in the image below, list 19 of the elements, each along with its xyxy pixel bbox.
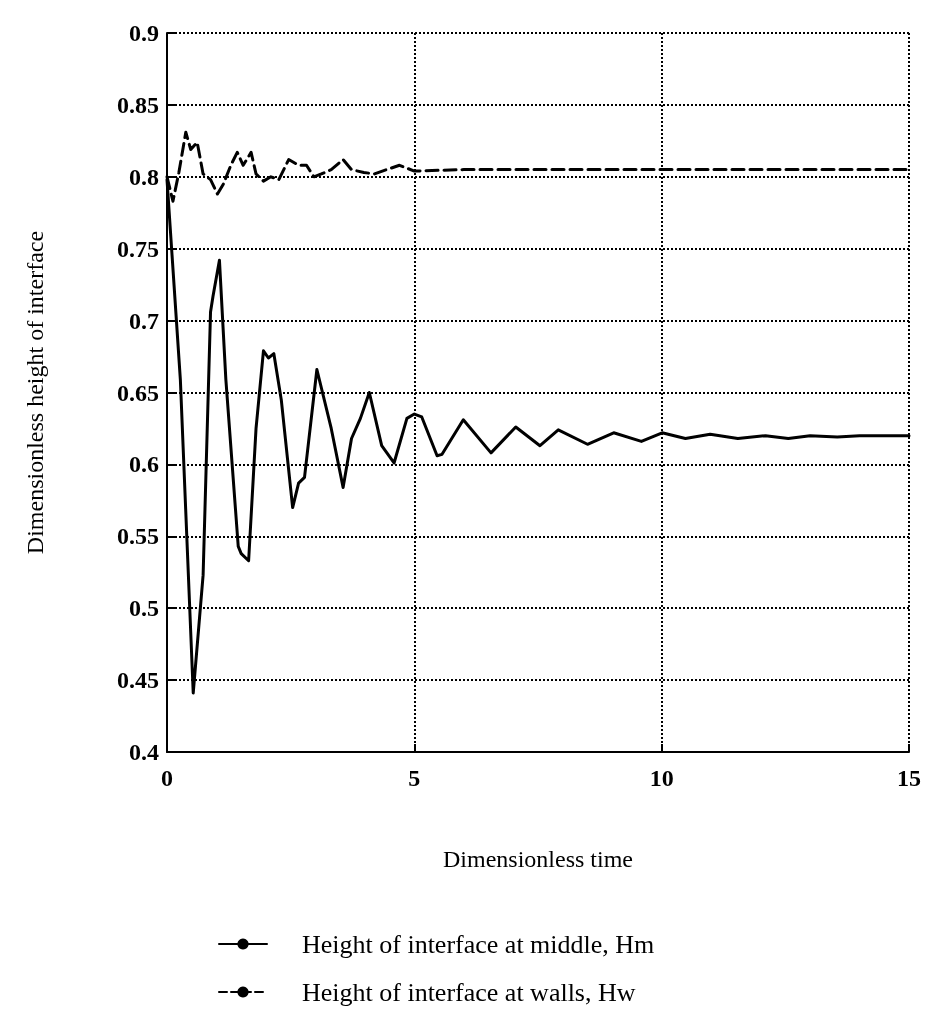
y-tick-label: 0.4: [129, 739, 159, 765]
x-tick-label: 0: [161, 765, 173, 791]
y-tick-label: 0.75: [117, 235, 159, 262]
x-tick-label: 5: [408, 765, 421, 791]
y-tick-label: 0.65: [117, 379, 159, 406]
x-tick-label: 10: [649, 765, 674, 791]
y-tick-label: 0.7: [129, 307, 159, 334]
y-tick-label: 0.45: [117, 667, 159, 694]
y-axis-title: Dimensionless height of interface: [22, 230, 48, 555]
y-tick-label: 0.6: [129, 451, 159, 478]
y-tick-label: 0.9: [129, 20, 159, 46]
y-tick-label: 0.55: [117, 523, 159, 550]
y-tick-label: 0.85: [117, 91, 159, 118]
x-axis-title: Dimensionless time: [443, 846, 633, 872]
legend-label: Height of interface at middle, Hm: [302, 929, 655, 959]
y-tick-label: 0.8: [129, 163, 159, 190]
legend-label: Height of interface at walls, Hw: [302, 977, 636, 1007]
x-tick-label: 15: [897, 765, 921, 791]
y-tick-label: 0.5: [129, 595, 159, 622]
